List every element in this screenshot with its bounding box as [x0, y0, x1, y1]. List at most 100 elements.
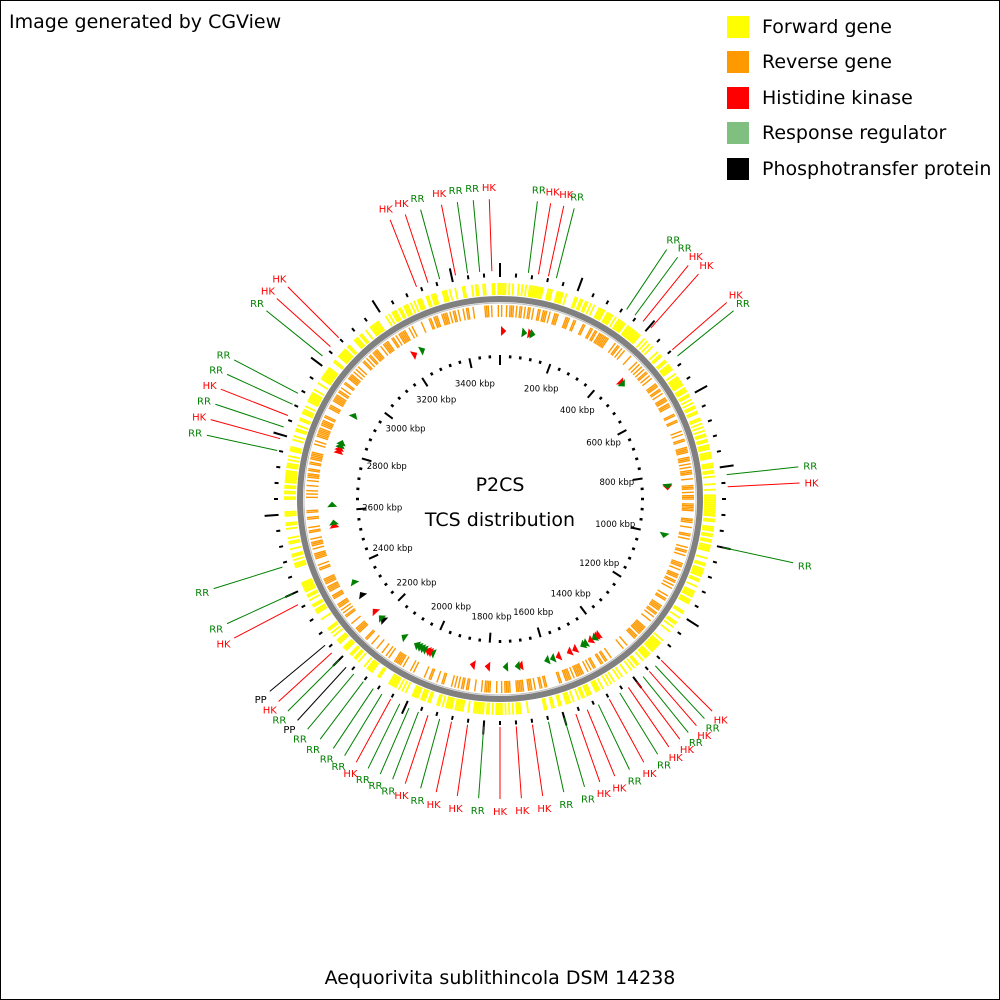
reverse-gene — [515, 680, 518, 693]
reverse-gene — [324, 414, 337, 422]
kbp-axis-label: 3200 kbp — [416, 396, 456, 406]
forward-gene — [614, 320, 624, 332]
forward-gene — [338, 353, 350, 364]
forward-gene — [682, 401, 694, 409]
callout-leader — [287, 659, 340, 712]
minor-kbp-tick — [566, 622, 571, 626]
reverse-gene — [573, 664, 580, 677]
reverse-gene — [610, 344, 619, 356]
forward-gene — [656, 360, 668, 370]
minor-kbp-tick — [617, 420, 622, 424]
reverse-gene — [331, 589, 343, 597]
forward-gene — [285, 526, 299, 530]
legend-label-reverse-gene: Reverse gene — [762, 51, 892, 74]
reverse-gene — [487, 680, 490, 693]
reverse-gene — [613, 347, 623, 358]
forward-gene — [288, 455, 301, 460]
forward-gene — [614, 666, 624, 678]
rr-gene-marker — [348, 412, 358, 421]
forward-gene — [456, 698, 461, 711]
forward-gene — [670, 380, 682, 389]
outer-minor-tick — [707, 419, 713, 423]
forward-gene — [662, 368, 674, 377]
outer-minor-tick — [667, 643, 672, 648]
forward-gene — [703, 510, 716, 514]
legend-label-histidine-kinase: Histidine kinase — [762, 86, 913, 109]
reverse-gene — [311, 542, 324, 547]
reverse-gene — [357, 622, 368, 632]
hk-callout-label: HK — [343, 769, 358, 780]
forward-gene — [360, 332, 370, 344]
reverse-gene — [563, 317, 569, 329]
outer-minor-tick — [719, 529, 724, 533]
forward-gene — [611, 668, 620, 680]
reverse-gene — [598, 651, 607, 663]
callout-leader — [456, 201, 469, 274]
forward-gene — [427, 690, 433, 703]
reverse-gene — [312, 545, 325, 550]
reverse-gene — [411, 325, 418, 338]
forward-gene — [287, 458, 300, 463]
outer-minor-tick — [420, 286, 424, 292]
minor-kbp-tick — [637, 467, 641, 471]
reverse-gene — [336, 597, 348, 606]
forward-gene — [342, 349, 353, 360]
reverse-gene — [319, 427, 331, 433]
forward-gene — [702, 475, 715, 479]
reverse-gene — [365, 357, 376, 368]
reverse-gene — [323, 416, 336, 423]
reverse-gene — [595, 334, 604, 346]
reverse-gene — [325, 578, 337, 585]
reverse-gene — [333, 592, 345, 600]
callout-leader — [297, 666, 347, 721]
forward-gene — [701, 464, 714, 468]
forward-gene — [446, 696, 452, 709]
forward-gene — [557, 291, 563, 304]
callout-leader — [276, 298, 331, 348]
forward-gene — [611, 318, 620, 330]
outer-major-tick — [694, 385, 708, 394]
outer-minor-tick — [716, 449, 722, 453]
forward-gene — [678, 395, 691, 403]
forward-gene — [306, 589, 318, 597]
callout-leader — [547, 205, 565, 277]
forward-gene — [328, 366, 339, 376]
forward-gene — [443, 290, 449, 303]
forward-gene — [582, 684, 589, 697]
reverse-gene — [665, 572, 678, 579]
outer-minor-tick — [530, 718, 534, 723]
forward-gene — [688, 417, 701, 424]
forward-gene — [418, 298, 425, 311]
forward-gene — [302, 581, 315, 588]
major-kbp-tick — [468, 358, 473, 369]
minor-kbp-tick — [412, 382, 417, 387]
reverse-gene — [675, 448, 688, 453]
reverse-gene — [327, 582, 339, 590]
forward-gene — [631, 334, 641, 345]
forward-gene — [596, 308, 604, 321]
hk-callout-label: HK — [394, 791, 409, 802]
hk-callout-label: HK — [449, 804, 464, 815]
outer-minor-tick — [656, 655, 661, 660]
rr-callout-label: RR — [465, 184, 479, 195]
reverse-gene — [635, 619, 646, 629]
forward-gene — [653, 632, 664, 642]
forward-gene — [445, 289, 450, 302]
rr-callout-label: RR — [306, 745, 320, 756]
reverse-gene — [541, 310, 546, 323]
reverse-gene — [323, 575, 336, 582]
reverse-gene — [408, 327, 416, 339]
reverse-gene — [681, 506, 694, 509]
forward-gene — [703, 488, 716, 492]
outer-minor-tick — [561, 281, 565, 287]
callout-leader — [563, 717, 585, 787]
forward-gene — [591, 680, 599, 692]
reverse-gene — [306, 515, 319, 519]
forward-gene — [696, 440, 709, 446]
outer-minor-tick — [328, 350, 333, 355]
reverse-gene — [398, 653, 406, 665]
reverse-gene — [645, 606, 657, 615]
reverse-gene — [675, 546, 688, 552]
forward-gene — [290, 445, 303, 451]
reverse-gene — [350, 373, 362, 383]
